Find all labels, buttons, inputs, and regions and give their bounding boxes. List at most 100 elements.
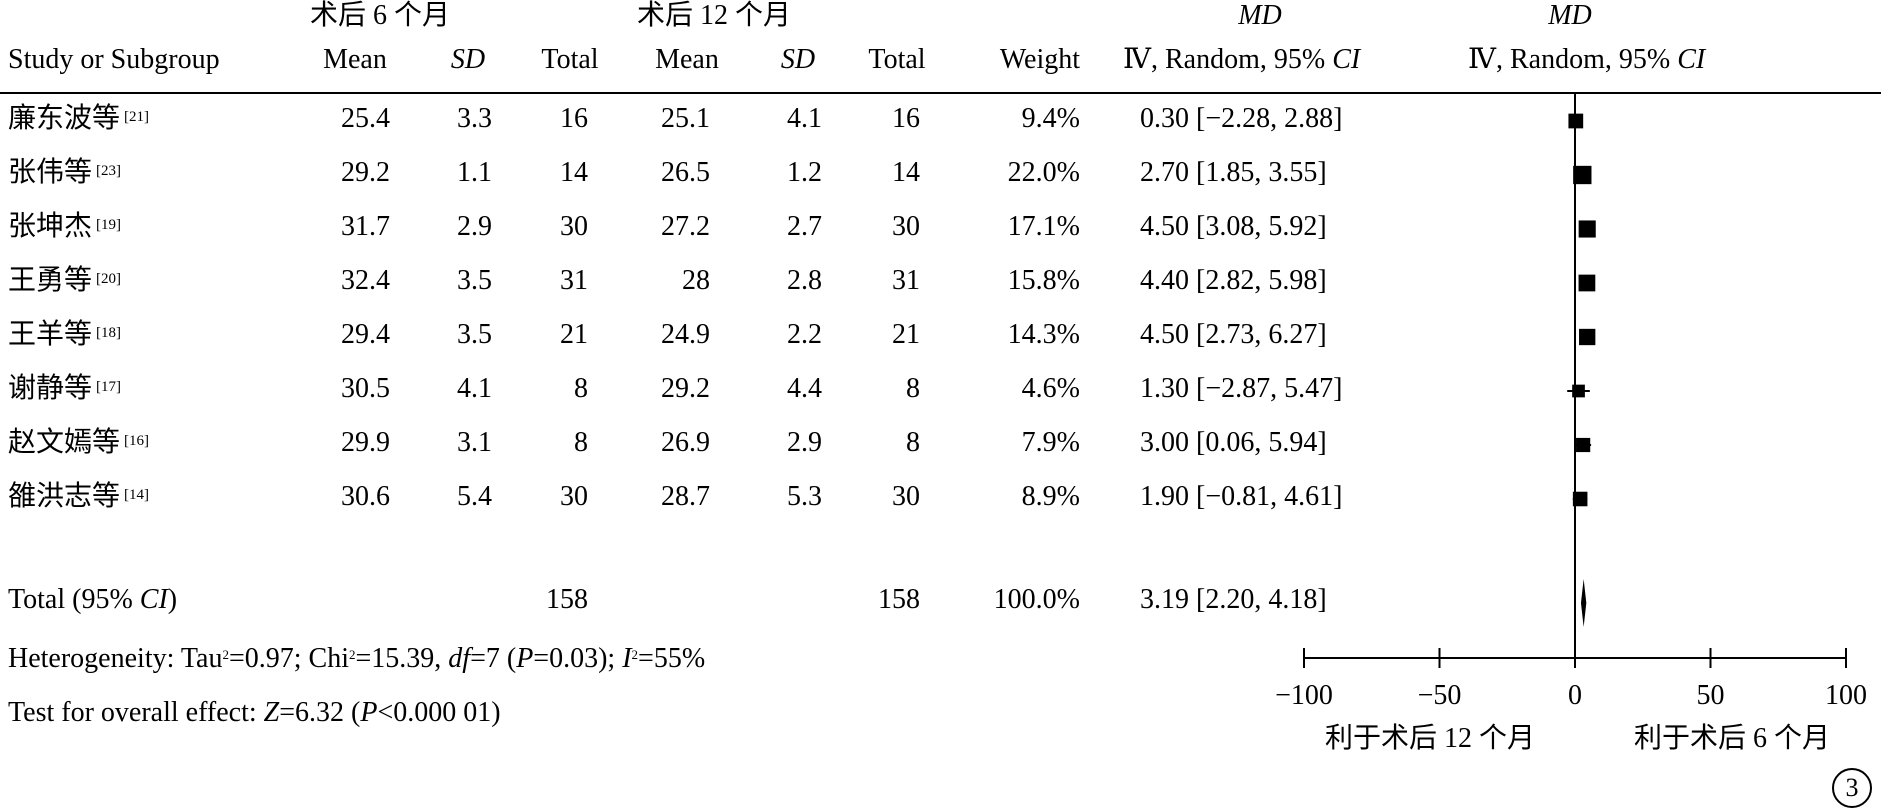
total2-header: Total xyxy=(868,44,926,75)
study-ref: [23] xyxy=(96,163,122,179)
cell-sd1: 3.3 xyxy=(457,103,492,134)
weight-header: Weight xyxy=(999,44,1080,75)
cell-weight-text: 14.3% xyxy=(1007,319,1080,350)
effect-marker xyxy=(1568,113,1584,129)
cell-n1: 21 xyxy=(560,319,588,350)
x-tick-label: −50 xyxy=(1417,680,1462,711)
group1-header: 术后 6 个月 xyxy=(309,0,450,31)
ci-label: CI xyxy=(1332,44,1361,75)
favours-left-label: 利于术后 12 个月 xyxy=(1324,723,1535,754)
cell-sd2: 1.2 xyxy=(787,157,822,188)
cell-n1: 31 xyxy=(560,265,588,296)
sd1-header: SD xyxy=(450,44,486,75)
cell-sd1: 3.5 xyxy=(457,265,492,296)
cell-sd1: 4.1 xyxy=(457,373,492,404)
study-name-text: 雒洪志等 xyxy=(8,481,121,512)
cell-sd1: 3.5 xyxy=(457,319,492,350)
study-name-text: 王勇等 xyxy=(8,265,93,296)
total-n2: 158 xyxy=(878,584,920,615)
x-tick-label: 0 xyxy=(1568,680,1582,711)
effect-marker xyxy=(1576,437,1591,453)
study-name: 张伟等 [23] xyxy=(8,157,121,189)
cell-md-ci: 0.30 [−2.28, 2.88] xyxy=(1140,103,1343,134)
cell-mean2: 28.7 xyxy=(661,481,710,512)
het-sup: 2 xyxy=(348,647,356,662)
study-ref: [17] xyxy=(96,379,122,395)
panel-number: 3 xyxy=(1832,768,1872,808)
study-name: 雒洪志等 [14] xyxy=(8,481,149,513)
total-label-post: ) xyxy=(167,584,178,615)
cell-md-ci: 3.00 [0.06, 5.94] xyxy=(1140,427,1327,458)
study-name: 谢静等 [17] xyxy=(8,373,121,405)
cell-mean1: 30.6 xyxy=(341,481,390,512)
total-diamond xyxy=(1580,579,1587,627)
md-header-left: MD xyxy=(1238,0,1282,31)
het-part: =0.97; Chi xyxy=(228,643,349,674)
cell-sd2: 4.1 xyxy=(787,103,822,134)
cell-n2: 31 xyxy=(892,265,920,296)
header-rule xyxy=(0,92,1881,94)
cell-n2: 21 xyxy=(892,319,920,350)
total-label: Total (95% CI) xyxy=(8,584,177,616)
cell-md-ci: 4.50 [2.73, 6.27] xyxy=(1140,319,1327,350)
cell-n1: 14 xyxy=(560,157,588,188)
study-name: 王羊等 [18] xyxy=(8,319,121,351)
het-i: I xyxy=(622,643,632,674)
cell-md-ci: 1.30 [−2.87, 5.47] xyxy=(1140,373,1343,404)
mean1-header: Mean xyxy=(323,44,387,75)
cell-n1: 30 xyxy=(560,481,588,512)
total-weight: 100.0% xyxy=(993,584,1080,615)
total-n1: 158 xyxy=(546,584,588,615)
cell-mean1: 29.9 xyxy=(341,427,390,458)
cell-mean2: 25.1 xyxy=(661,103,710,134)
effect-marker xyxy=(1579,328,1596,346)
effect-marker xyxy=(1578,220,1596,238)
cell-sd2: 5.3 xyxy=(787,481,822,512)
cell-n1: 8 xyxy=(574,427,588,458)
cell-mean1: 31.7 xyxy=(341,211,390,242)
effect-marker xyxy=(1572,491,1588,507)
ci-label: CI xyxy=(1677,44,1706,75)
study-name: 王勇等 [20] xyxy=(8,265,121,297)
cell-weight-text: 7.9% xyxy=(1021,427,1080,458)
cell-sd1: 1.1 xyxy=(457,157,492,188)
study-name: 廉东波等 [21] xyxy=(8,103,149,135)
total-label-ci: CI xyxy=(139,584,168,615)
study-ref: [20] xyxy=(96,271,122,287)
cell-mean1: 25.4 xyxy=(341,103,390,134)
cell-n2: 8 xyxy=(906,427,920,458)
het-part: =15.39, xyxy=(355,643,449,674)
ci-header-left: Ⅳ, Random, 95% CI xyxy=(1123,44,1360,76)
cell-n1: 16 xyxy=(560,103,588,134)
cell-sd2: 2.7 xyxy=(787,211,822,242)
study-ref: [21] xyxy=(124,109,150,125)
effect-marker xyxy=(1572,384,1585,398)
cell-mean2: 26.9 xyxy=(661,427,710,458)
cell-n2: 30 xyxy=(892,481,920,512)
het-sup: 2 xyxy=(631,647,639,662)
cell-n1: 30 xyxy=(560,211,588,242)
effect-marker xyxy=(1573,165,1592,185)
cell-sd2: 4.4 xyxy=(787,373,822,404)
het-part: =7 ( xyxy=(470,643,517,674)
het-part: =0.03); xyxy=(533,643,623,674)
study-name-text: 廉东波等 xyxy=(8,103,121,134)
x-tick-label: 50 xyxy=(1696,680,1725,711)
md-header-right: MD xyxy=(1548,0,1592,31)
cell-weight-text: 9.4% xyxy=(1021,103,1080,134)
x-tick-label: 100 xyxy=(1825,680,1867,711)
total-md-ci: 3.19 [2.20, 4.18] xyxy=(1140,584,1327,615)
cell-weight-text: 8.9% xyxy=(1021,481,1080,512)
overall-p: P xyxy=(360,697,378,728)
overall-effect-text: Test for overall effect: Z=6.32 (P<0.000… xyxy=(8,697,501,729)
cell-weight-text: 4.6% xyxy=(1021,373,1080,404)
cell-md-ci: 1.90 [−0.81, 4.61] xyxy=(1140,481,1343,512)
het-part: Heterogeneity: Tau xyxy=(8,643,223,674)
cell-md-ci: 2.70 [1.85, 3.55] xyxy=(1140,157,1327,188)
method-label: Ⅳ, Random, 95% xyxy=(1123,44,1326,75)
total1-header: Total xyxy=(541,44,599,75)
cell-weight-text: 15.8% xyxy=(1007,265,1080,296)
sd2-header: SD xyxy=(780,44,816,75)
study-ref: [14] xyxy=(124,487,150,503)
